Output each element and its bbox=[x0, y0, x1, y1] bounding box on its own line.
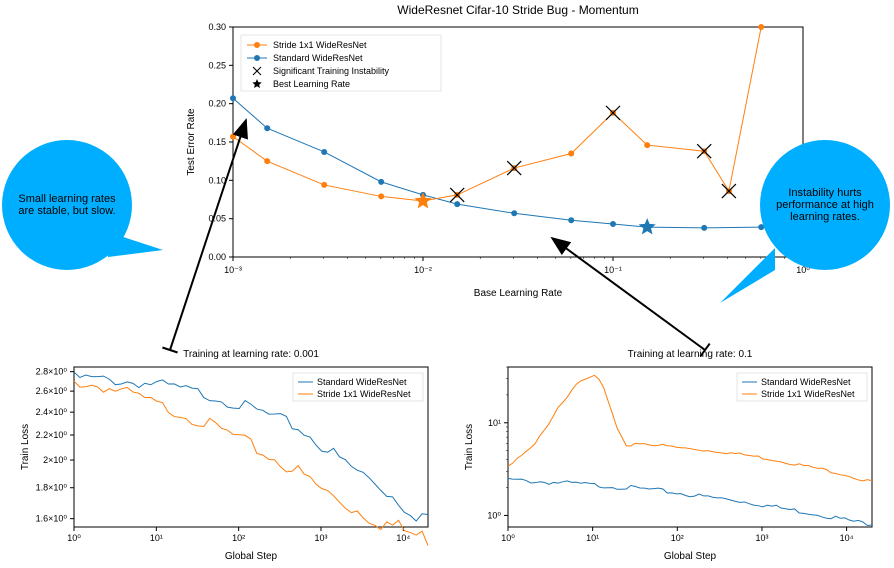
svg-text:Training at learning rate: 0.0: Training at learning rate: 0.001 bbox=[183, 349, 319, 360]
svg-text:0.25: 0.25 bbox=[208, 60, 226, 70]
svg-text:2×10⁰: 2×10⁰ bbox=[43, 455, 67, 465]
svg-text:10¹: 10¹ bbox=[586, 533, 599, 543]
svg-text:0.20: 0.20 bbox=[208, 99, 226, 109]
svg-text:Stride 1x1 WideResNet: Stride 1x1 WideResNet bbox=[761, 389, 855, 399]
svg-text:Standard WideResNet: Standard WideResNet bbox=[273, 53, 363, 63]
svg-text:Standard WideResNet: Standard WideResNet bbox=[317, 377, 407, 387]
sub-chart-right: Training at learning rate: 0.1 10⁰ 10¹ 10⁰ 1… bbox=[460, 345, 880, 565]
svg-text:10³: 10³ bbox=[755, 533, 768, 543]
svg-text:0.30: 0.30 bbox=[208, 22, 226, 32]
svg-text:10⁰: 10⁰ bbox=[67, 533, 81, 543]
svg-text:Global Step: Global Step bbox=[664, 551, 717, 562]
svg-text:2.4×10⁰: 2.4×10⁰ bbox=[36, 407, 68, 417]
svg-text:10²: 10² bbox=[671, 533, 684, 543]
svg-text:10²: 10² bbox=[232, 533, 245, 543]
svg-text:Stride 1x1 WideResNet: Stride 1x1 WideResNet bbox=[273, 40, 367, 50]
callout-text-left: Small learning rates are stable, but slo… bbox=[12, 193, 122, 217]
svg-text:10³: 10³ bbox=[314, 533, 327, 543]
svg-text:0.10: 0.10 bbox=[208, 175, 226, 185]
svg-text:Base Learning Rate: Base Learning Rate bbox=[474, 288, 563, 299]
svg-text:Significant Training Instabili: Significant Training Instability bbox=[273, 66, 390, 76]
callout-tail-left bbox=[108, 232, 168, 282]
svg-text:Training at learning rate: 0.1: Training at learning rate: 0.1 bbox=[628, 349, 753, 360]
svg-text:10⁴: 10⁴ bbox=[840, 533, 854, 543]
svg-text:Global Step: Global Step bbox=[225, 551, 278, 562]
svg-text:10¹: 10¹ bbox=[150, 533, 163, 543]
svg-text:0.05: 0.05 bbox=[208, 214, 226, 224]
svg-text:10¹: 10¹ bbox=[488, 418, 501, 428]
svg-text:0.15: 0.15 bbox=[208, 137, 226, 147]
svg-text:0.00: 0.00 bbox=[208, 252, 226, 262]
svg-text:1.6×10⁰: 1.6×10⁰ bbox=[36, 514, 68, 524]
svg-text:10⁰: 10⁰ bbox=[487, 510, 501, 520]
callout-text-right: Instability hurts performance at high le… bbox=[770, 187, 880, 223]
svg-text:Best Learning Rate: Best Learning Rate bbox=[273, 79, 350, 89]
svg-text:2.6×10⁰: 2.6×10⁰ bbox=[36, 386, 68, 396]
svg-text:10⁻¹: 10⁻¹ bbox=[604, 265, 622, 275]
svg-text:2.8×10⁰: 2.8×10⁰ bbox=[36, 367, 68, 377]
svg-text:Stride 1x1 WideResNet: Stride 1x1 WideResNet bbox=[317, 389, 411, 399]
figure-container: WideResnet Cifar-10 Stride Bug - Momentu… bbox=[0, 0, 894, 568]
svg-text:Train Loss: Train Loss bbox=[464, 424, 475, 470]
svg-text:2.2×10⁰: 2.2×10⁰ bbox=[36, 430, 68, 440]
svg-text:Train Loss: Train Loss bbox=[20, 424, 31, 470]
svg-text:10⁰: 10⁰ bbox=[501, 533, 515, 543]
svg-text:Test Error Rate: Test Error Rate bbox=[186, 108, 197, 176]
svg-text:10⁻³: 10⁻³ bbox=[224, 265, 242, 275]
callout-tail-right bbox=[720, 248, 780, 308]
svg-text:10⁻²: 10⁻² bbox=[414, 265, 432, 275]
svg-text:Standard WideResNet: Standard WideResNet bbox=[761, 377, 851, 387]
svg-text:10⁴: 10⁴ bbox=[396, 533, 410, 543]
svg-text:1.8×10⁰: 1.8×10⁰ bbox=[36, 483, 68, 493]
svg-text:WideResnet Cifar-10 Stride Bug: WideResnet Cifar-10 Stride Bug - Momentu… bbox=[397, 3, 638, 17]
sub-chart-left: Training at learning rate: 0.001 1.6×10⁰ 1… bbox=[16, 345, 436, 565]
